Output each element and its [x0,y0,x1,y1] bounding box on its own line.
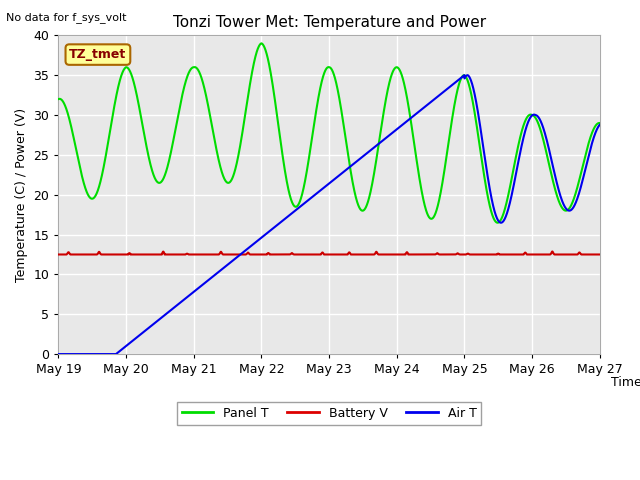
Legend: Panel T, Battery V, Air T: Panel T, Battery V, Air T [177,402,481,425]
Text: TZ_tmet: TZ_tmet [69,48,127,61]
Text: No data for f_sys_volt: No data for f_sys_volt [6,12,127,23]
Y-axis label: Temperature (C) / Power (V): Temperature (C) / Power (V) [15,108,28,282]
Title: Tonzi Tower Met: Temperature and Power: Tonzi Tower Met: Temperature and Power [173,15,486,30]
X-axis label: Time: Time [611,376,640,389]
